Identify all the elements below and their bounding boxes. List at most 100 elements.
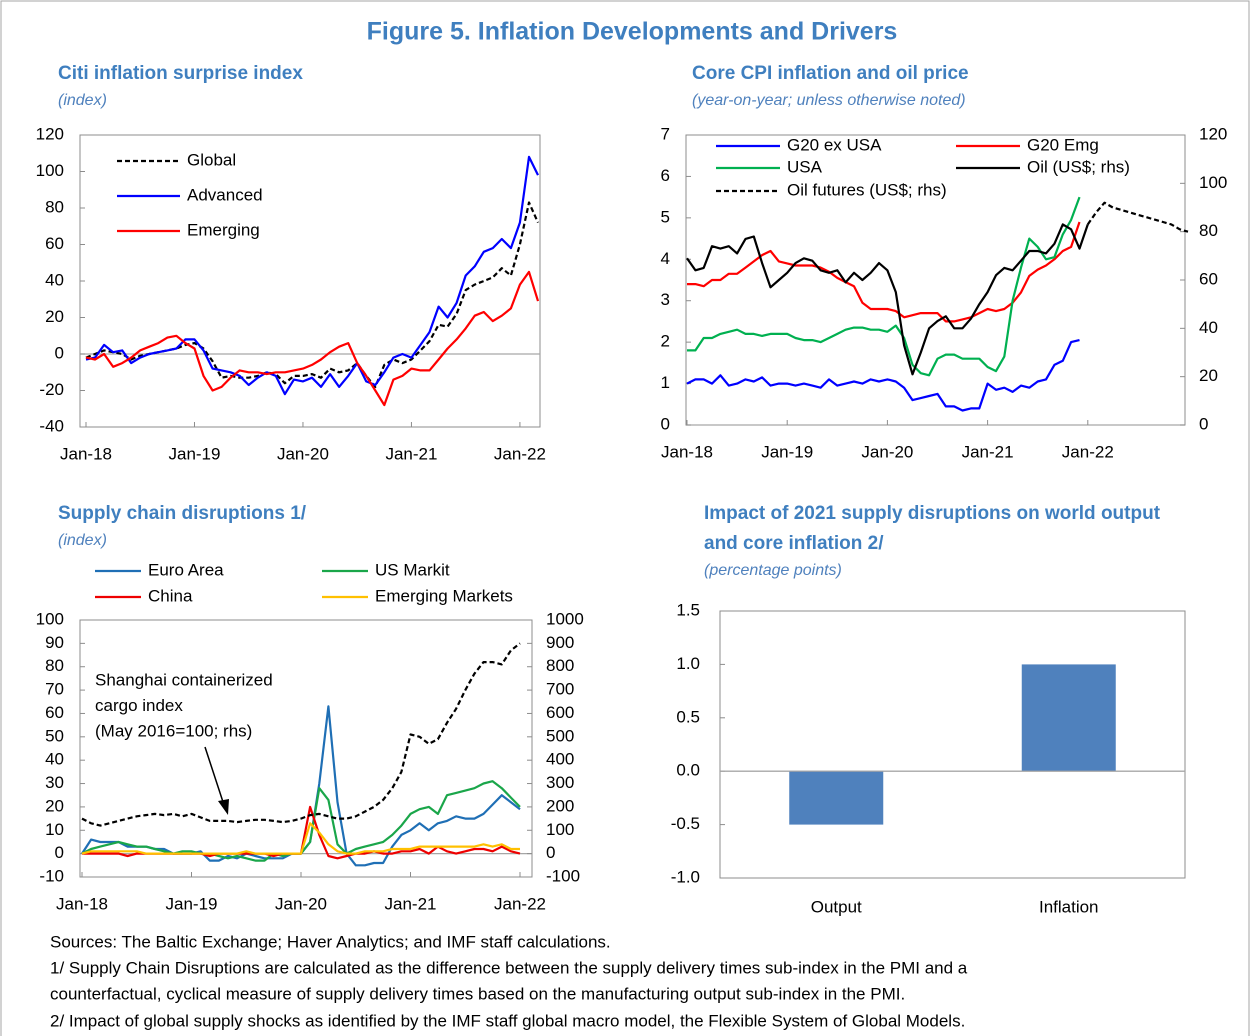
y2-tick-label: 1000 [546, 609, 584, 628]
y2-tick-label: 60 [1199, 269, 1218, 288]
x-tick-label: Jan-20 [861, 442, 913, 461]
note: Sources: The Baltic Exchange; Haver Anal… [50, 932, 611, 951]
y-tick-label: 20 [45, 307, 64, 326]
y-tick-label: 0 [661, 414, 670, 433]
y-tick-label: 0 [55, 843, 64, 862]
legend-label: Global [187, 150, 236, 169]
y2-tick-label: 100 [1199, 173, 1227, 192]
legend-label: China [148, 586, 193, 605]
y2-tick-label: 20 [1199, 366, 1218, 385]
series-line [1086, 201, 1189, 233]
y-tick-label: 4 [661, 249, 670, 268]
y2-tick-label: 40 [1199, 318, 1218, 337]
x-tick-label: Output [811, 897, 862, 916]
plot-frame [685, 134, 1186, 426]
y-tick-label: 60 [45, 234, 64, 253]
y2-tick-label: 200 [546, 796, 574, 815]
series-line [687, 221, 1081, 323]
annotation-arrowhead [218, 799, 229, 815]
note: 1/ Supply Chain Disruptions are calculat… [50, 958, 968, 977]
annotation: (May 2016=100; rhs) [95, 721, 252, 740]
y-tick-label: 0.0 [676, 761, 700, 780]
series-line [81, 642, 521, 827]
y-tick-label: 50 [45, 726, 64, 745]
chart-subtitle: (index) [58, 532, 107, 549]
y-tick-label: 70 [45, 680, 64, 699]
legend-label: Euro Area [148, 560, 224, 579]
y-tick-label: 3 [661, 290, 670, 309]
y-tick-label: 80 [45, 656, 64, 675]
plot-frame [719, 610, 1186, 879]
chart-title: and core inflation 2/ [704, 533, 884, 554]
chart-title: Citi inflation surprise index [58, 63, 303, 84]
legend-label: G20 ex USA [787, 135, 882, 154]
y-tick-label: -40 [39, 416, 64, 435]
y-tick-label: 1.5 [676, 600, 700, 619]
x-tick-label: Jan-19 [761, 442, 813, 461]
y2-tick-label: 700 [546, 680, 574, 699]
y-tick-label: 90 [45, 633, 64, 652]
y-tick-label: -20 [39, 380, 64, 399]
series-line [687, 196, 1081, 377]
series-line [85, 270, 540, 407]
y2-tick-label: 80 [1199, 221, 1218, 240]
plot-frame [79, 134, 541, 428]
chart-subtitle: (percentage points) [704, 562, 842, 579]
y-tick-label: 1.0 [676, 654, 700, 673]
y-tick-label: 20 [45, 796, 64, 815]
y-tick-label: 30 [45, 773, 64, 792]
y-tick-label: 10 [45, 820, 64, 839]
x-tick-label: Jan-21 [385, 444, 437, 463]
x-tick-label: Jan-19 [168, 444, 220, 463]
y2-tick-label: 400 [546, 750, 574, 769]
bar [1021, 664, 1116, 772]
annotation: cargo index [95, 696, 183, 715]
y2-tick-label: 600 [546, 703, 574, 722]
y2-tick-label: -100 [546, 866, 580, 885]
y2-tick-label: 0 [546, 843, 555, 862]
series-line [686, 339, 1080, 412]
figure-title: Figure 5. Inflation Developments and Dri… [367, 18, 898, 46]
y2-tick-label: 100 [546, 820, 574, 839]
x-tick-label: Inflation [1039, 897, 1099, 916]
annotation: Shanghai containerized [95, 670, 273, 689]
series-line [85, 155, 539, 396]
x-tick-label: Jan-19 [166, 894, 218, 913]
y-tick-label: 0 [55, 343, 64, 362]
y-tick-label: 40 [45, 270, 64, 289]
y-tick-label: 60 [45, 703, 64, 722]
chart-title: Supply chain disruptions 1/ [58, 503, 307, 524]
x-tick-label: Jan-20 [275, 894, 327, 913]
y-tick-label: 6 [661, 166, 670, 185]
legend-label: US Markit [375, 560, 450, 579]
y-tick-label: 80 [45, 197, 64, 216]
x-tick-label: Jan-22 [1062, 442, 1114, 461]
y2-tick-label: 900 [546, 633, 574, 652]
x-tick-label: Jan-18 [56, 894, 108, 913]
legend-label: USA [787, 157, 823, 176]
y2-tick-label: 800 [546, 656, 574, 675]
chart-title: Core CPI inflation and oil price [692, 63, 969, 84]
x-tick-label: Jan-22 [494, 894, 546, 913]
note: 2/ Impact of global supply shocks as ide… [50, 1011, 965, 1030]
y2-tick-label: 500 [546, 726, 574, 745]
x-tick-label: Jan-21 [385, 894, 437, 913]
y-tick-label: 100 [36, 609, 64, 628]
y-tick-label: 0.5 [676, 707, 700, 726]
y2-tick-label: 300 [546, 773, 574, 792]
y2-tick-label: 0 [1199, 414, 1208, 433]
legend-label: G20 Emg [1027, 135, 1099, 154]
note: counterfactual, cyclical measure of supp… [50, 984, 905, 1003]
annotation-arrow [204, 746, 225, 806]
y2-tick-label: 120 [1199, 124, 1227, 143]
legend-label: Advanced [187, 185, 263, 204]
series-line [85, 201, 540, 388]
y-tick-label: 7 [661, 124, 670, 143]
legend-label: Oil (US$; rhs) [1027, 157, 1130, 176]
y-tick-label: 120 [36, 124, 64, 143]
y-tick-label: -1.0 [671, 867, 700, 886]
y-tick-label: 40 [45, 750, 64, 769]
legend-label: Oil futures (US$; rhs) [787, 180, 947, 199]
